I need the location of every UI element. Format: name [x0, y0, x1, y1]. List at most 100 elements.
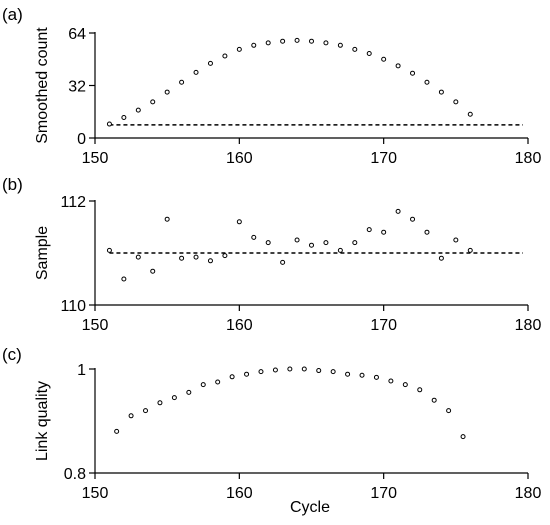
data-point: [121, 114, 127, 120]
x-tick-label: 160: [226, 485, 253, 502]
data-point: [366, 51, 372, 57]
data-point: [352, 240, 358, 246]
chart-panel-1: (a) 150 160 170 180 0 32 64 Smoothed count: [2, 5, 541, 167]
data-point: [164, 89, 170, 95]
data-point: [417, 387, 423, 393]
data-point: [236, 46, 242, 52]
x-tick-label: 180: [515, 150, 542, 167]
data-point: [244, 371, 250, 377]
data-point: [215, 379, 221, 385]
data-point: [272, 367, 278, 373]
x-tick-label: 180: [515, 485, 542, 502]
data-point: [460, 434, 466, 440]
data-point: [294, 37, 300, 43]
data-point: [280, 38, 286, 44]
x-tick-label: 160: [226, 317, 253, 334]
data-point: [150, 268, 156, 274]
data-point: [381, 229, 387, 235]
data-point: [143, 408, 149, 414]
data-point: [395, 63, 401, 69]
data-point: [330, 369, 336, 375]
data-point: [157, 400, 163, 406]
data-point: [438, 89, 444, 95]
x-tick-label: 180: [515, 317, 542, 334]
y-tick-label: 110: [60, 298, 86, 315]
data-point: [410, 216, 416, 222]
data-point: [410, 70, 416, 76]
panel-label: (c): [2, 345, 22, 364]
y-tick-label: 64: [68, 26, 86, 43]
y-axis-label: Smoothed count: [34, 27, 51, 144]
data-point: [280, 259, 286, 265]
data-point: [193, 254, 199, 260]
data-point: [251, 234, 257, 240]
data-point: [258, 369, 264, 375]
chart-panel-3: (c) 150 160 170 180 0.8 1 Link quality: [2, 345, 541, 502]
data-point: [229, 374, 235, 380]
data-point: [287, 366, 293, 372]
data-point: [345, 371, 351, 377]
data-point: [128, 413, 134, 419]
data-point: [265, 40, 271, 46]
data-point: [186, 389, 192, 395]
data-point: [135, 107, 141, 113]
x-tick-label: 170: [370, 150, 397, 167]
data-point: [381, 56, 387, 62]
data-point: [265, 240, 271, 246]
panel-label: (b): [2, 175, 23, 194]
x-tick-label: 160: [226, 150, 253, 167]
data-point: [453, 237, 459, 243]
data-point: [207, 258, 213, 264]
y-tick-label: 0.8: [64, 466, 86, 483]
x-tick-label: 150: [82, 317, 109, 334]
data-point: [236, 219, 242, 225]
data-point: [359, 372, 365, 378]
data-point: [467, 247, 473, 253]
data-point: [251, 42, 257, 48]
chart-panel-2: (b) 150 160 170 180 110 112 Sample: [2, 175, 541, 334]
data-point: [200, 382, 206, 388]
data-point: [424, 79, 430, 85]
data-point: [316, 368, 322, 374]
y-tick-label: 1: [77, 362, 86, 379]
data-point: [294, 237, 300, 243]
data-point: [388, 378, 394, 384]
data-point: [106, 121, 112, 127]
x-axis-label: Cycle: [290, 499, 330, 516]
data-point: [222, 253, 228, 259]
data-point: [207, 60, 213, 66]
data-point: [179, 79, 185, 85]
data-point: [402, 382, 408, 388]
data-point: [438, 255, 444, 261]
data-point: [114, 428, 120, 434]
data-point: [193, 69, 199, 75]
y-tick-label: 32: [68, 79, 86, 96]
data-point: [301, 366, 307, 372]
data-point: [446, 408, 452, 414]
data-point: [106, 247, 112, 253]
y-axis-label: Sample: [34, 226, 51, 280]
data-point: [309, 242, 314, 248]
data-point: [366, 227, 372, 233]
data-point: [135, 254, 141, 260]
y-axis-label: Link quality: [34, 381, 51, 461]
data-point: [337, 247, 343, 253]
data-point: [323, 240, 329, 246]
data-point: [424, 229, 430, 235]
y-tick-label: 0: [77, 131, 86, 148]
x-tick-label: 150: [82, 485, 109, 502]
data-point: [431, 397, 437, 403]
data-point: [179, 255, 185, 261]
data-point: [467, 111, 473, 117]
data-point: [352, 46, 358, 52]
data-point: [337, 42, 343, 48]
data-point: [323, 40, 329, 46]
panel-label: (a): [2, 5, 23, 24]
data-point: [222, 53, 228, 59]
x-tick-label: 170: [370, 485, 397, 502]
data-point: [453, 99, 459, 105]
data-point: [395, 208, 401, 214]
data-point: [150, 99, 156, 105]
data-point: [373, 374, 379, 380]
